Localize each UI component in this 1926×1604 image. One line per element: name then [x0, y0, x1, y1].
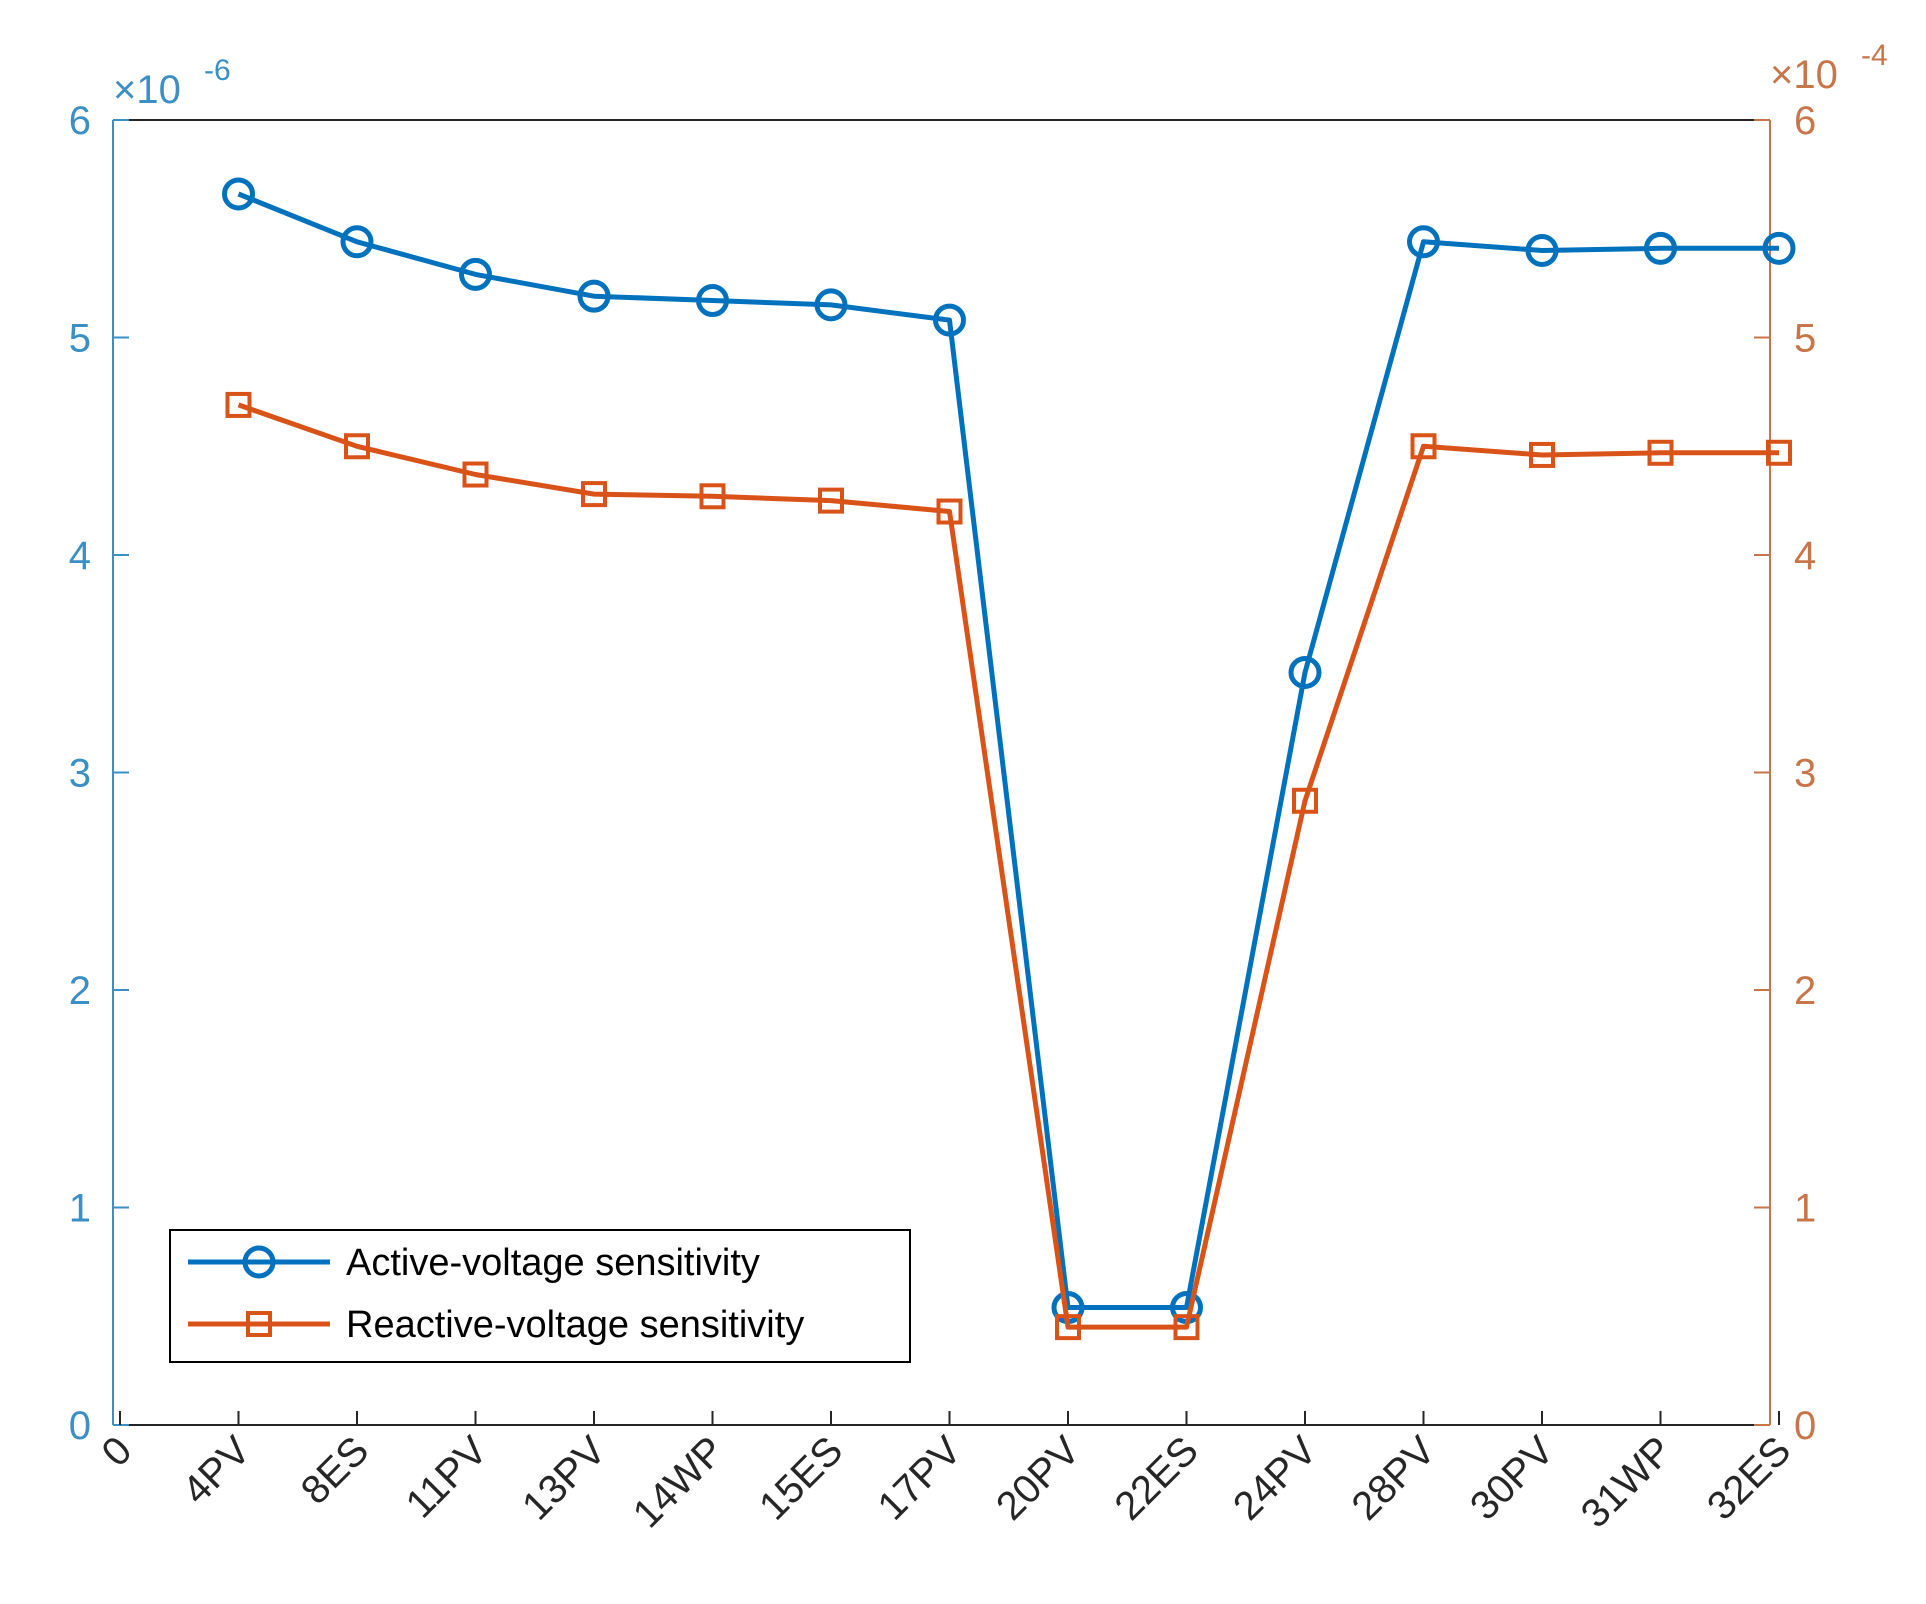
data-point-active — [1407, 225, 1440, 259]
y-right-tick-label: 2 — [1794, 969, 1816, 1013]
x-tick-label: 14WP — [625, 1428, 733, 1536]
y-left-exponent-base: ×10 — [113, 68, 181, 112]
data-point-reactive — [1173, 1314, 1200, 1341]
data-point-active — [577, 279, 611, 313]
data-point-active — [340, 225, 374, 259]
data-point-reactive — [462, 461, 489, 488]
data-point-active — [933, 303, 966, 337]
x-tick-label: 17PV — [870, 1428, 971, 1529]
data-point-reactive — [1529, 441, 1555, 468]
data-point-active — [459, 257, 492, 291]
data-point-reactive — [1766, 439, 1792, 466]
data-point-active — [1525, 234, 1559, 267]
y-right-tick-label: 4 — [1794, 534, 1816, 578]
x-tick-label: 0 — [94, 1428, 141, 1475]
data-point-reactive — [936, 498, 963, 525]
y-left-tick-label: 0 — [69, 1404, 91, 1448]
data-point-active — [1288, 655, 1322, 689]
y-right-tick-label: 5 — [1794, 317, 1816, 361]
x-tick-label: 20PV — [988, 1428, 1089, 1529]
x-tick-label: 30PV — [1462, 1428, 1563, 1529]
y-left-tick-label: 3 — [69, 752, 91, 796]
data-point-reactive — [699, 483, 726, 510]
series-layer — [222, 177, 1796, 1341]
y-right-tick-label: 6 — [1794, 99, 1816, 143]
data-point-active — [696, 284, 729, 318]
y-left-tick-label: 4 — [69, 534, 91, 578]
y-right-exponent-base: ×10 — [1770, 53, 1838, 97]
x-tick-label: 31WP — [1573, 1428, 1681, 1536]
data-point-reactive — [344, 433, 370, 460]
x-tick-label: 4PV — [174, 1428, 259, 1513]
data-point-reactive — [1410, 433, 1437, 460]
x-tick-label: 22ES — [1107, 1428, 1207, 1528]
data-point-reactive — [581, 481, 607, 508]
data-point-reactive — [818, 487, 844, 514]
data-point-active — [1644, 231, 1677, 265]
series-line-active — [237, 191, 1779, 1310]
y-left-tick-label: 6 — [69, 99, 91, 143]
x-tick-label: 15ES — [751, 1428, 851, 1528]
x-tick-label: 24PV — [1225, 1428, 1326, 1529]
x-tick-label: 8ES — [293, 1428, 378, 1513]
legend-label: Active-voltage sensitivity — [346, 1242, 760, 1284]
legend-box — [169, 1229, 911, 1363]
legend-marker-square — [246, 1311, 272, 1337]
y-left-tick-label: 5 — [69, 317, 91, 361]
series-line-reactive — [237, 402, 1779, 1330]
legend-label: Reactive-voltage sensitivity — [346, 1304, 804, 1346]
y-right-tick-label: 3 — [1794, 752, 1816, 796]
x-tick-label: 32ES — [1699, 1428, 1799, 1528]
x-tick-label: 28PV — [1344, 1428, 1445, 1529]
data-point-reactive — [1292, 787, 1318, 814]
y-right-exponent-power: -4 — [1861, 39, 1888, 72]
x-tick-label: 13PV — [514, 1428, 615, 1529]
y-left-tick-label: 1 — [69, 1187, 91, 1231]
y-right-tick-label: 0 — [1794, 1404, 1816, 1448]
y-left-tick-label: 2 — [69, 969, 91, 1013]
data-point-active — [1762, 231, 1796, 265]
data-point-reactive — [225, 391, 252, 418]
data-point-reactive — [1647, 439, 1674, 466]
data-point-reactive — [1055, 1314, 1081, 1341]
data-point-active — [222, 177, 255, 211]
legend-marker-circle — [242, 1245, 276, 1279]
x-tick-label: 11PV — [398, 1428, 496, 1526]
y-right-tick-label: 1 — [1794, 1187, 1816, 1231]
data-point-active — [814, 288, 848, 322]
y-left-exponent-power: -6 — [204, 54, 231, 87]
legend: Active-voltage sensitivity Reactive-volta… — [169, 1229, 911, 1363]
